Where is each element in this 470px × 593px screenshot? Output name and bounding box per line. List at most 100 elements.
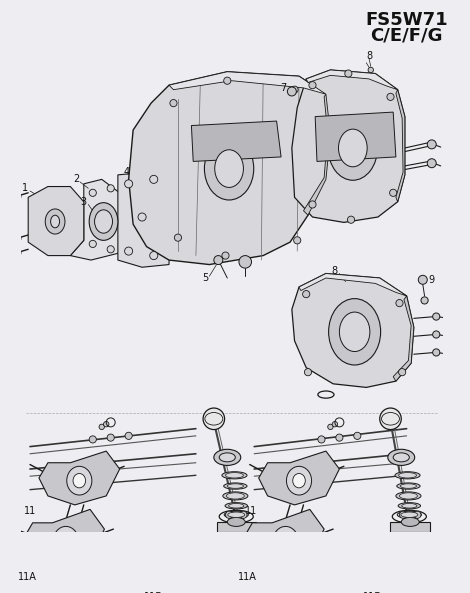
- Ellipse shape: [400, 484, 416, 488]
- Circle shape: [421, 297, 428, 304]
- Text: 8: 8: [332, 266, 338, 276]
- Ellipse shape: [222, 471, 247, 479]
- Circle shape: [390, 189, 397, 196]
- Ellipse shape: [287, 466, 312, 495]
- Polygon shape: [217, 522, 256, 532]
- Circle shape: [240, 511, 247, 518]
- Ellipse shape: [328, 116, 377, 180]
- Ellipse shape: [73, 473, 86, 488]
- Circle shape: [427, 159, 436, 168]
- Circle shape: [400, 511, 407, 518]
- Text: 7: 7: [280, 83, 286, 93]
- Ellipse shape: [94, 210, 112, 233]
- Text: 1: 1: [23, 183, 29, 193]
- Polygon shape: [191, 121, 281, 161]
- Polygon shape: [350, 556, 395, 592]
- Circle shape: [226, 511, 233, 518]
- Circle shape: [89, 240, 96, 247]
- Ellipse shape: [214, 449, 241, 466]
- Ellipse shape: [45, 209, 65, 234]
- Polygon shape: [28, 187, 84, 256]
- Ellipse shape: [400, 493, 417, 499]
- Text: C/E/F/G: C/E/F/G: [370, 27, 443, 45]
- Ellipse shape: [224, 483, 247, 489]
- Ellipse shape: [224, 511, 248, 518]
- Ellipse shape: [223, 492, 248, 500]
- Text: 3: 3: [81, 197, 87, 207]
- Circle shape: [414, 511, 421, 518]
- Circle shape: [303, 291, 310, 298]
- Circle shape: [107, 246, 114, 253]
- Circle shape: [174, 234, 181, 241]
- Ellipse shape: [51, 215, 60, 228]
- Circle shape: [89, 189, 96, 196]
- Circle shape: [380, 537, 387, 544]
- Polygon shape: [299, 273, 407, 296]
- Circle shape: [125, 247, 133, 255]
- Polygon shape: [292, 70, 405, 222]
- Ellipse shape: [402, 503, 417, 508]
- Ellipse shape: [338, 129, 367, 167]
- Ellipse shape: [228, 503, 244, 508]
- Polygon shape: [396, 90, 405, 202]
- Ellipse shape: [227, 493, 244, 499]
- Text: 11B: 11B: [363, 592, 382, 593]
- Text: 8: 8: [366, 50, 372, 60]
- Circle shape: [318, 436, 325, 443]
- Circle shape: [125, 432, 132, 439]
- Circle shape: [161, 537, 168, 544]
- Circle shape: [305, 369, 312, 376]
- Polygon shape: [391, 522, 430, 532]
- Circle shape: [214, 256, 223, 264]
- Text: 4: 4: [124, 167, 130, 177]
- Ellipse shape: [225, 503, 248, 509]
- Circle shape: [368, 67, 374, 72]
- Polygon shape: [304, 94, 330, 215]
- Ellipse shape: [396, 492, 421, 500]
- Circle shape: [433, 331, 440, 338]
- Ellipse shape: [53, 527, 78, 555]
- Ellipse shape: [401, 512, 418, 518]
- Ellipse shape: [395, 471, 420, 479]
- Ellipse shape: [339, 312, 370, 352]
- Ellipse shape: [227, 518, 245, 527]
- Polygon shape: [393, 296, 414, 381]
- Ellipse shape: [399, 473, 416, 478]
- Ellipse shape: [398, 503, 421, 509]
- Polygon shape: [169, 72, 326, 94]
- Ellipse shape: [293, 473, 306, 488]
- Circle shape: [170, 100, 177, 107]
- Ellipse shape: [215, 150, 243, 187]
- Text: 11A: 11A: [18, 572, 37, 582]
- Ellipse shape: [273, 527, 298, 555]
- Text: FS5W71: FS5W71: [365, 11, 448, 28]
- Circle shape: [387, 93, 394, 100]
- Circle shape: [396, 299, 403, 307]
- Polygon shape: [243, 509, 324, 568]
- Circle shape: [418, 275, 427, 284]
- Ellipse shape: [226, 473, 243, 478]
- Ellipse shape: [397, 511, 422, 518]
- Circle shape: [332, 422, 337, 427]
- Circle shape: [433, 349, 440, 356]
- Polygon shape: [306, 70, 398, 90]
- Circle shape: [336, 434, 343, 441]
- Circle shape: [103, 422, 109, 427]
- Circle shape: [309, 201, 316, 208]
- Circle shape: [399, 369, 406, 376]
- Ellipse shape: [401, 518, 419, 527]
- Circle shape: [139, 537, 146, 544]
- Circle shape: [222, 252, 229, 259]
- Circle shape: [287, 87, 297, 96]
- Circle shape: [107, 434, 114, 441]
- Ellipse shape: [204, 137, 254, 200]
- Polygon shape: [70, 179, 120, 260]
- Circle shape: [224, 77, 231, 84]
- Circle shape: [150, 176, 158, 183]
- Ellipse shape: [397, 483, 420, 489]
- Ellipse shape: [219, 453, 235, 462]
- Polygon shape: [315, 112, 396, 161]
- Circle shape: [14, 193, 21, 200]
- Circle shape: [345, 70, 352, 77]
- Circle shape: [291, 86, 298, 93]
